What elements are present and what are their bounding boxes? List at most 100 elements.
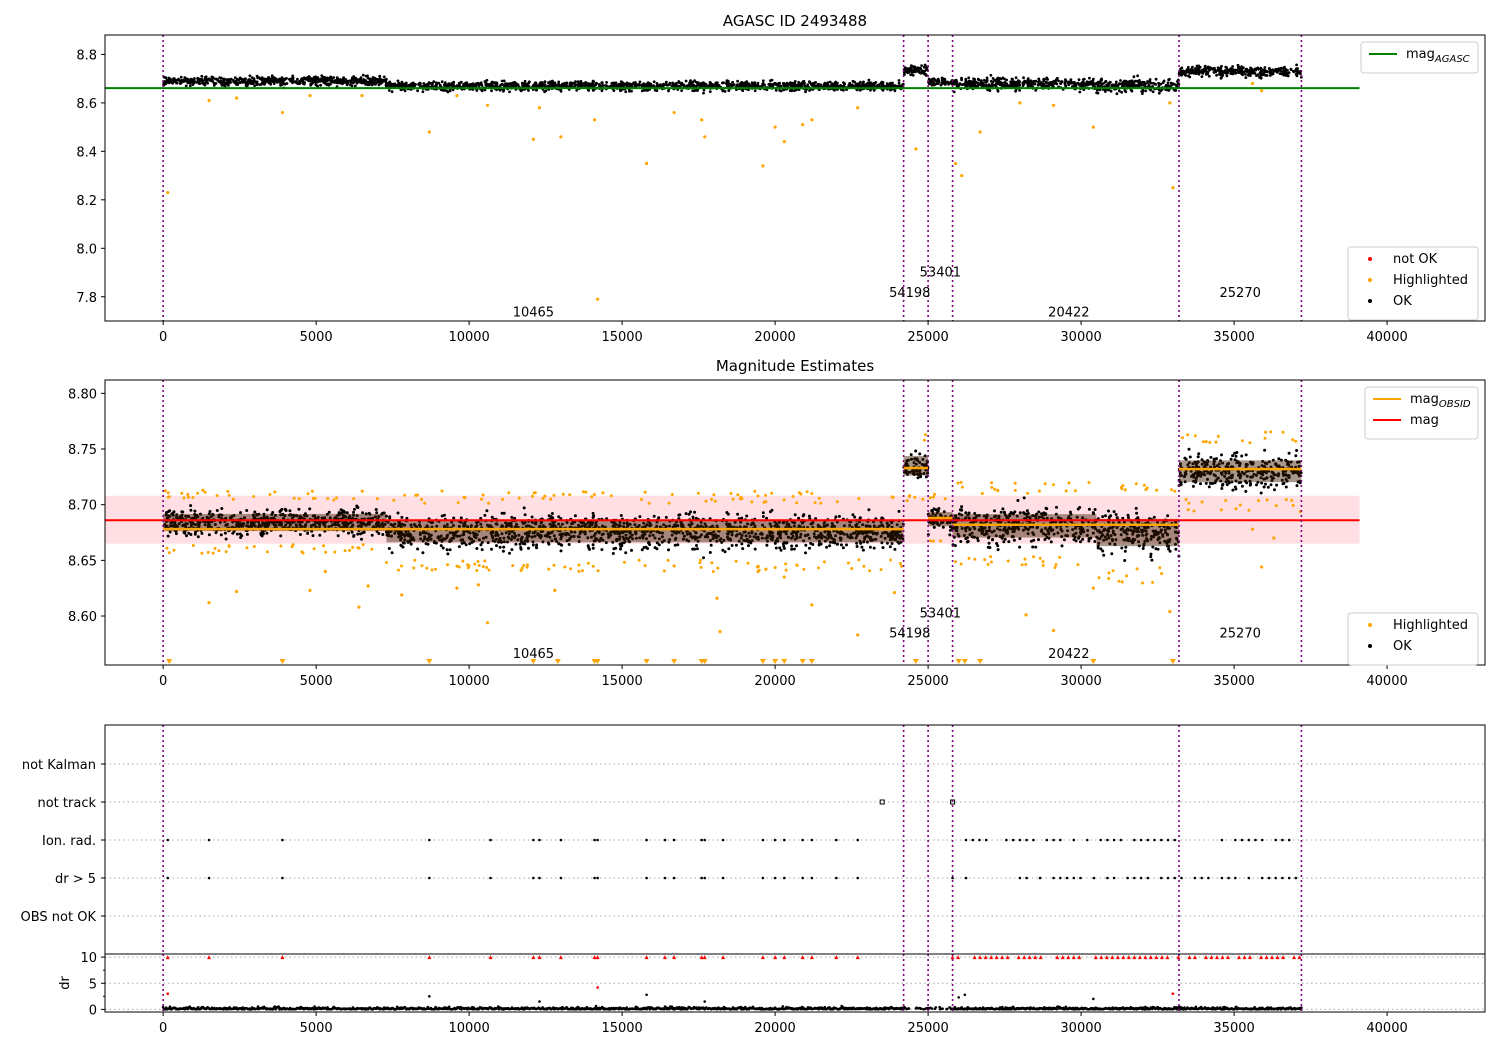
ok-point (312, 76, 316, 79)
highlighted-point (1168, 101, 1172, 105)
ok-point (451, 88, 455, 92)
ok-point (793, 82, 797, 85)
ok-point (845, 543, 848, 547)
ok-point (1063, 80, 1067, 84)
highlighted-point (967, 556, 971, 560)
ok-point (1108, 80, 1112, 84)
ok-point (1237, 71, 1241, 74)
ok-point (702, 91, 705, 95)
ok-point (446, 552, 450, 556)
highlighted-point (592, 493, 596, 496)
highlighted-point (986, 563, 990, 566)
ok-point (192, 78, 196, 82)
ok-point (662, 82, 665, 86)
ok-point (1174, 89, 1178, 92)
ok-point (1295, 70, 1299, 73)
ok-point (309, 83, 313, 87)
highlighted-point (1260, 89, 1264, 93)
ok-point (262, 82, 266, 86)
highlighted-point (252, 545, 256, 548)
highlighted-point (1171, 186, 1175, 190)
ok-point (269, 82, 273, 86)
highlighted-point (476, 560, 480, 563)
highlighted-point (1186, 433, 1190, 437)
ok-point (223, 84, 227, 88)
ok-point (1123, 89, 1127, 92)
highlighted-point (1160, 572, 1164, 576)
ok-point (1018, 83, 1022, 87)
ok-point (622, 83, 625, 86)
highlighted-point (1186, 508, 1190, 512)
ok-point (253, 510, 257, 514)
highlighted-point (586, 561, 590, 565)
ok-point (1272, 69, 1276, 73)
highlighted-point (196, 491, 200, 495)
highlighted-point (182, 496, 186, 500)
ok-point (967, 76, 971, 80)
ok-point (519, 546, 523, 549)
ok-point (923, 63, 927, 67)
ok-point (1296, 67, 1299, 70)
ok-point (1254, 68, 1258, 72)
highlighted-point (795, 501, 799, 505)
highlighted-point (782, 498, 786, 502)
highlighted-point (1041, 560, 1045, 564)
highlighted-point (1052, 483, 1055, 487)
ok-point (342, 76, 345, 79)
highlighted-point (1155, 488, 1159, 492)
ok-point (1034, 89, 1038, 92)
highlighted-point (186, 493, 190, 496)
ok-point (392, 83, 396, 87)
ok-point (1036, 83, 1040, 87)
highlighted-point (712, 493, 716, 497)
ok-point (235, 79, 238, 83)
ok-point (353, 84, 357, 88)
ok-point (1166, 81, 1170, 85)
ok-point (296, 77, 299, 81)
ok-point (1022, 83, 1025, 87)
ok-point (633, 81, 637, 85)
highlighted-point (954, 161, 958, 166)
ok-point (185, 534, 188, 538)
ok-point (1034, 79, 1038, 83)
highlighted-point (1067, 481, 1071, 485)
ok-point (855, 82, 859, 86)
ok-point (341, 81, 345, 84)
ok-point (533, 84, 536, 88)
ok-point (911, 73, 915, 77)
highlighted-point (485, 566, 489, 569)
ok-point (960, 78, 963, 82)
ok-point (266, 77, 270, 81)
ok-point (277, 78, 280, 81)
ok-point (676, 543, 680, 547)
ok-point (167, 510, 171, 513)
ok-point (868, 545, 872, 549)
ok-point (968, 83, 972, 87)
ok-point (872, 83, 876, 87)
ok-point (319, 83, 322, 87)
highlighted-point (1201, 440, 1205, 444)
ok-point (384, 79, 388, 83)
ok-point (723, 550, 727, 554)
ok-point (522, 82, 525, 86)
highlighted-point (1097, 576, 1101, 580)
ok-point (308, 507, 312, 511)
highlighted-point (750, 500, 754, 504)
ok-point (1287, 71, 1291, 75)
highlighted-point (463, 496, 467, 500)
panel-magnitude-estimates: Magnitude Estimates 10465541985340120422… (68, 357, 1486, 689)
ok-point (285, 82, 289, 85)
ok-point (495, 544, 498, 548)
ok-point (1168, 77, 1171, 81)
ok-point (262, 77, 266, 81)
ok-point (514, 542, 518, 546)
highlighted-point (525, 565, 529, 569)
ok-point (316, 84, 320, 88)
ok-point (756, 84, 760, 87)
ok-point (477, 84, 481, 88)
x-tick-label: 40000 (1366, 330, 1407, 345)
y-tick-label: 8.0 (76, 242, 97, 257)
ok-point (1011, 81, 1015, 85)
ok-point (508, 90, 511, 94)
ok-point (184, 84, 188, 88)
